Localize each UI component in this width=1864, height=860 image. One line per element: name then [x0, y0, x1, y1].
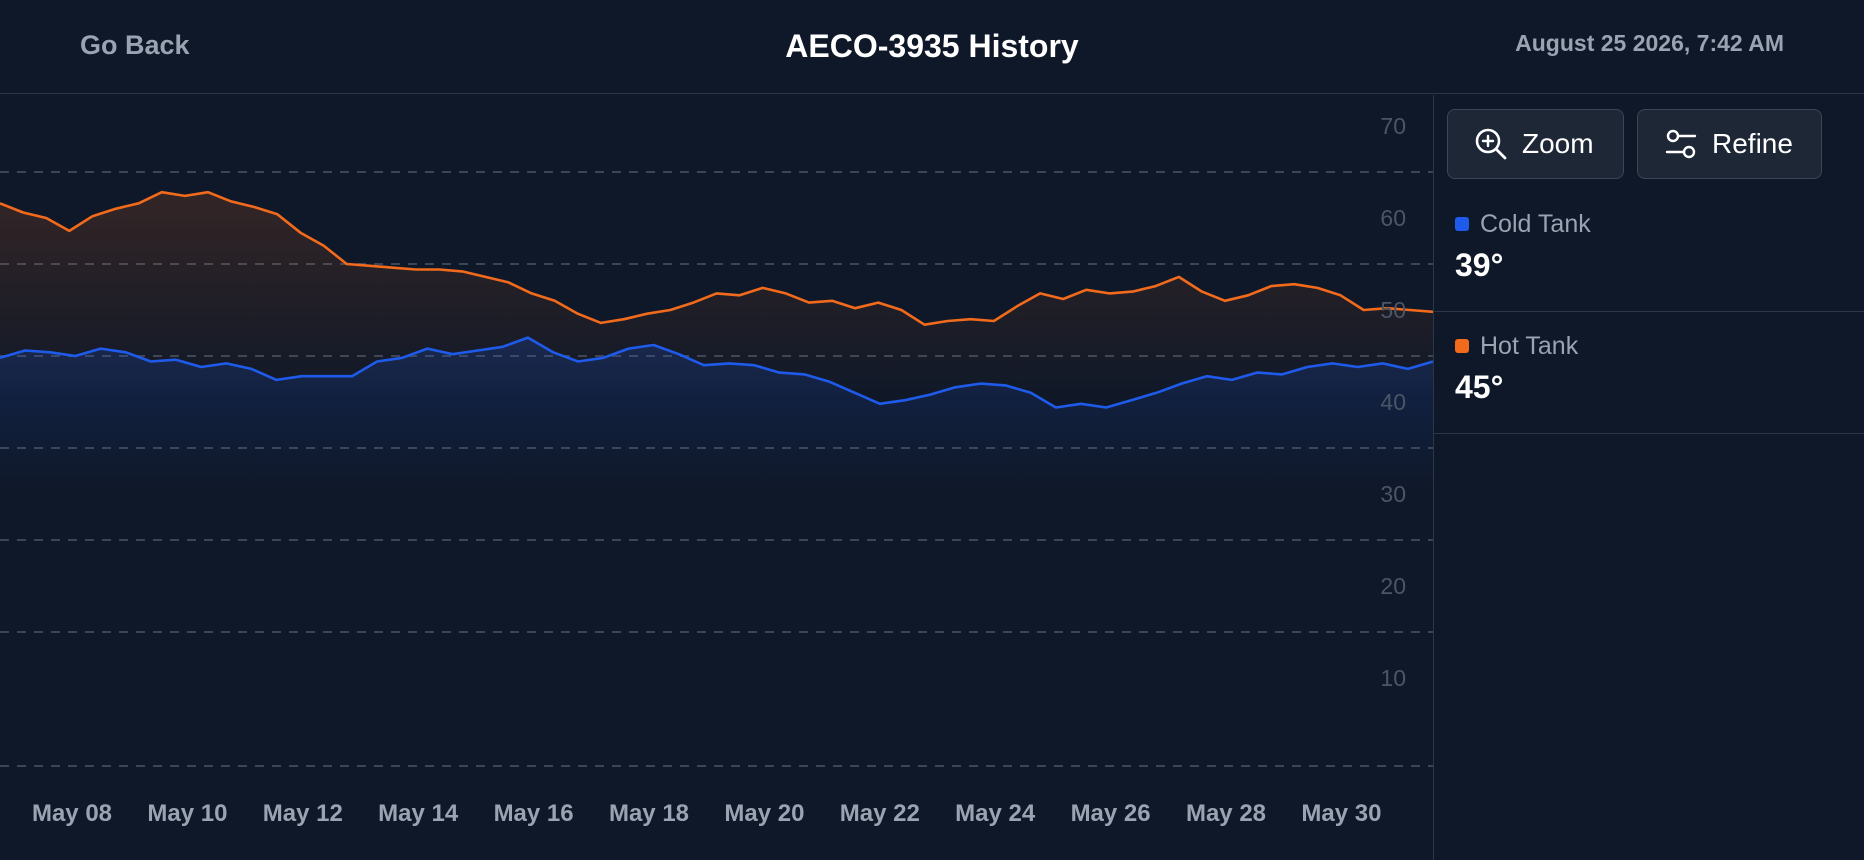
hot-tank-area: [0, 192, 1433, 402]
x-tick-label: May 20: [724, 800, 804, 827]
go-back-button[interactable]: Go Back: [80, 30, 190, 60]
header: Go Back AECO-3935 History August 25 2026…: [0, 0, 1864, 94]
history-chart[interactable]: 10 20 30 40 50 60 70 May 08 May 10 May 12 May 14 M…: [0, 95, 1433, 860]
y-tick-label: 40: [1380, 389, 1406, 415]
hot-tank-swatch: [1455, 339, 1469, 353]
x-tick-label: May 28: [1186, 800, 1266, 827]
x-tick-label: May 12: [263, 800, 343, 827]
y-tick-label: 60: [1380, 205, 1406, 231]
hot-tank-line: [0, 190, 1433, 326]
x-tick-label: May 10: [147, 800, 227, 827]
cold-tank-swatch: [1455, 217, 1469, 231]
chart-canvas: 10 20 30 40 50 60 70 May 08 May 10 May 12 May 14 M…: [0, 113, 1433, 827]
page-title: AECO-3935 History: [785, 28, 1079, 64]
x-tick-label: May 24: [955, 800, 1036, 827]
x-tick-label: May 26: [1071, 800, 1151, 827]
refine-label: Refine: [1712, 128, 1793, 159]
zoom-button[interactable]: Zoom: [1447, 109, 1624, 179]
zoom-in-icon: [1475, 128, 1507, 160]
legend-name-cold-tank: Cold Tank: [1480, 210, 1591, 238]
x-tick-label: May 18: [609, 800, 689, 827]
x-tick-label: May 22: [840, 800, 920, 827]
y-tick-label: 50: [1380, 297, 1406, 323]
legend-item-cold-tank[interactable]: Cold Tank 39°: [1434, 190, 1864, 312]
legend-value-hot-tank: 45°: [1455, 369, 1504, 405]
cold-tank-area: [0, 337, 1433, 494]
x-tick-label: May 08: [32, 800, 112, 827]
x-tick-label: May 30: [1301, 800, 1381, 827]
refine-button[interactable]: Refine: [1637, 109, 1822, 179]
timestamp: August 25 2026, 7:42 AM: [1515, 30, 1784, 56]
legend-value-cold-tank: 39°: [1455, 247, 1504, 283]
zoom-label: Zoom: [1522, 128, 1594, 159]
x-tick-label: May 14: [378, 800, 459, 827]
y-tick-label: 70: [1380, 113, 1406, 139]
y-tick-label: 30: [1380, 481, 1406, 507]
legend-name-hot-tank: Hot Tank: [1480, 332, 1579, 360]
legend-item-hot-tank[interactable]: Hot Tank 45°: [1434, 312, 1864, 434]
y-tick-label: 10: [1380, 665, 1406, 691]
y-tick-label: 20: [1380, 573, 1406, 599]
side-panel: Zoom Refine Cold Tank 39° Hot Tank 45°: [1433, 95, 1864, 860]
x-tick-label: May 16: [494, 800, 574, 827]
cold-tank-line: [0, 336, 1433, 409]
sliders-icon: [1665, 129, 1697, 159]
